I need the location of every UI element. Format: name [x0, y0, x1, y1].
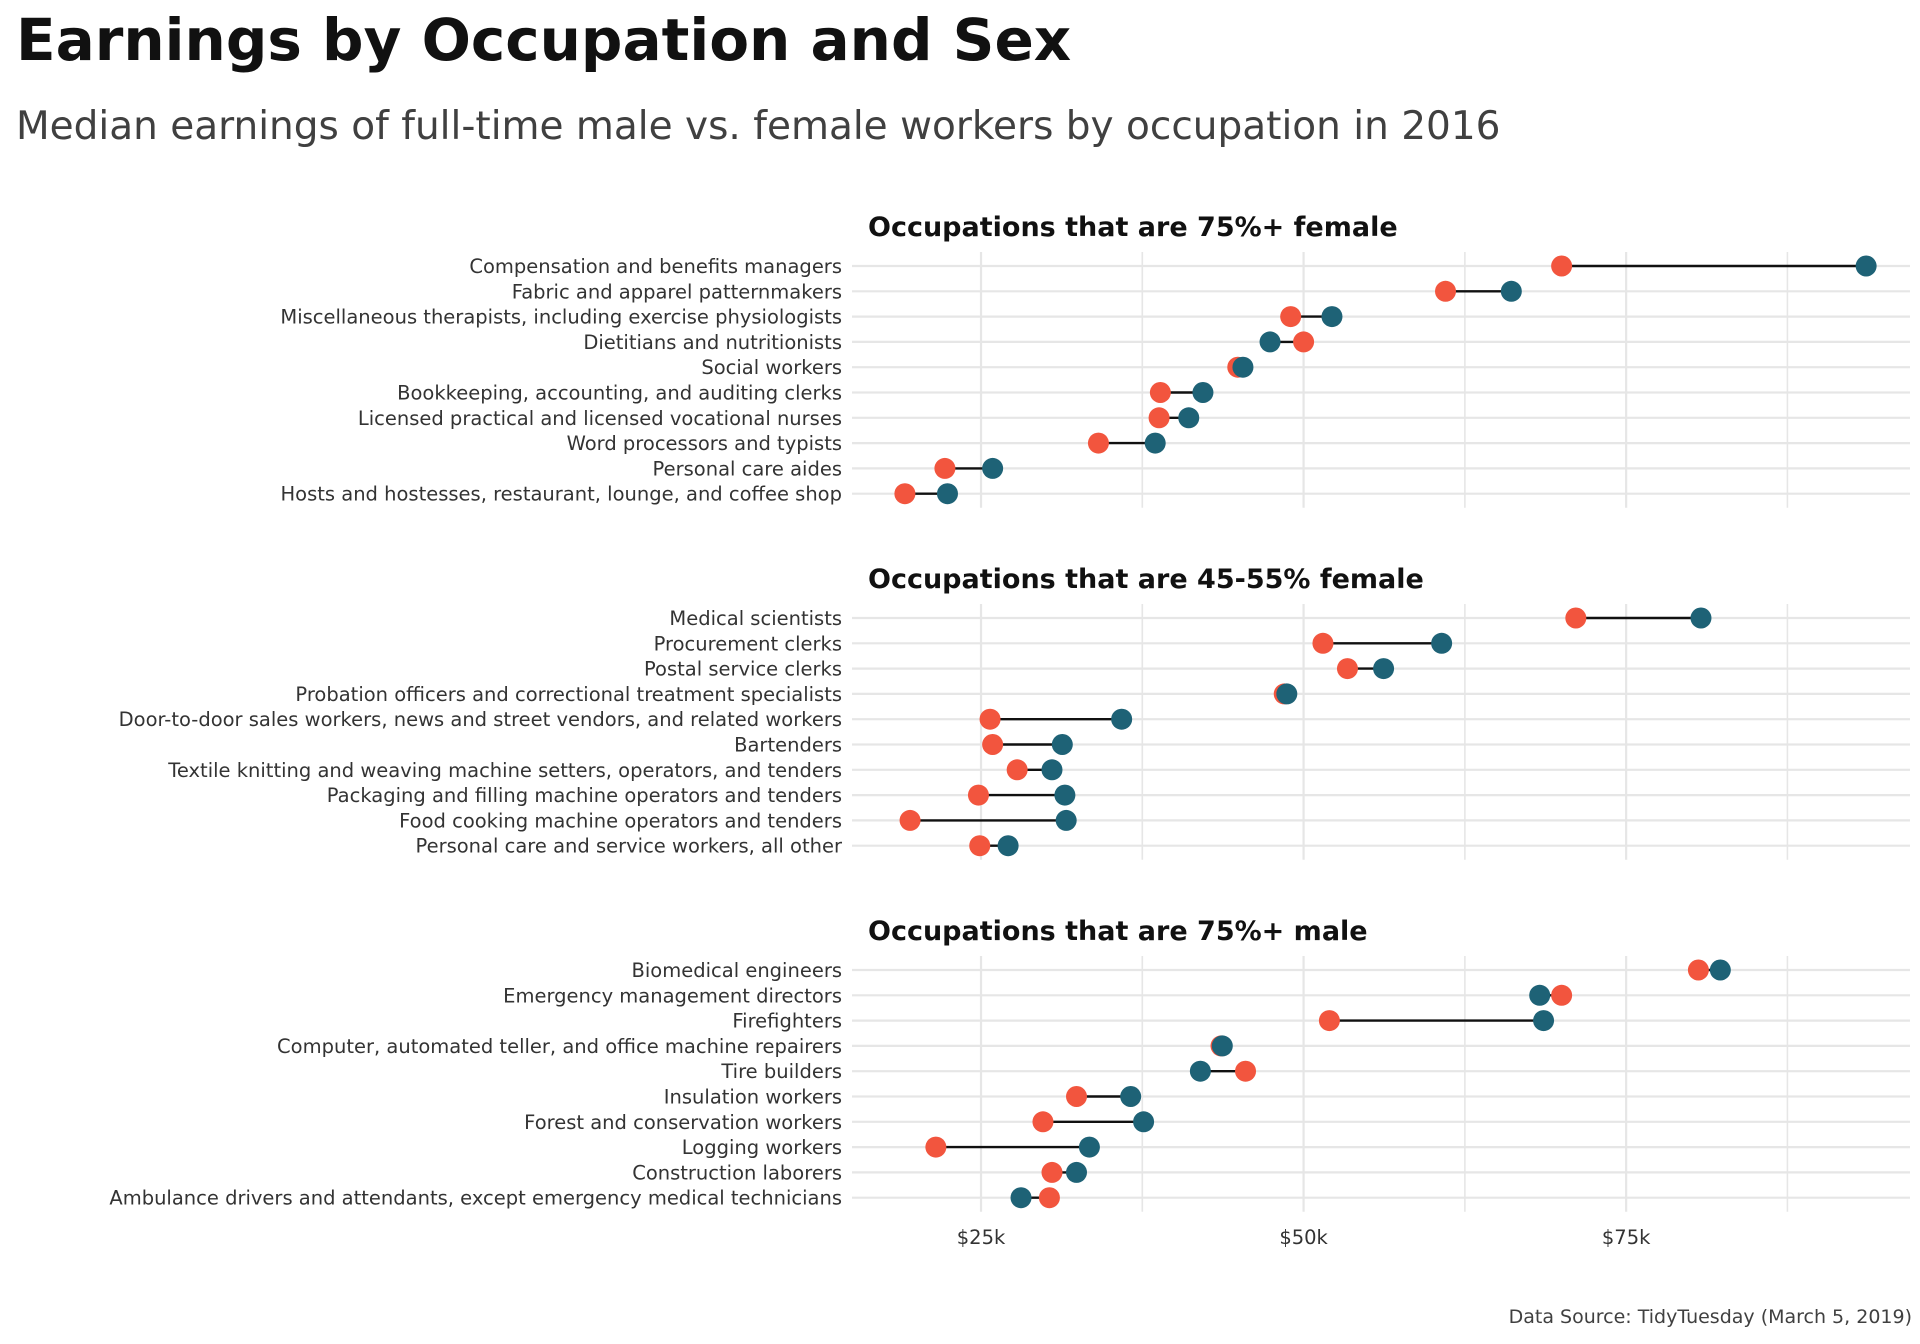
female-earnings-point	[1435, 280, 1457, 302]
male-earnings-point	[1276, 683, 1298, 705]
female-earnings-point	[969, 835, 991, 857]
male-earnings-point	[1500, 280, 1522, 302]
female-earnings-point	[979, 708, 1001, 730]
male-earnings-point	[1709, 959, 1731, 981]
female-earnings-point	[1565, 607, 1587, 629]
female-earnings-point	[1041, 1161, 1063, 1183]
male-earnings-point	[936, 483, 958, 505]
female-earnings-point	[1687, 959, 1709, 981]
female-earnings-point	[1280, 306, 1302, 328]
male-earnings-point	[1120, 1086, 1142, 1107]
x-tick-label: $25k	[957, 1226, 1006, 1249]
occupation-label: Tire builders	[720, 1060, 842, 1083]
male-earnings-point	[1051, 734, 1073, 755]
male-earnings-point	[1041, 759, 1063, 781]
chart-title: Earnings by Occupation and Sex	[16, 6, 1072, 74]
male-earnings-point	[1431, 632, 1453, 654]
occupation-label: Compensation and benefits managers	[469, 255, 842, 278]
male-earnings-point	[1373, 658, 1395, 680]
data-source-caption: Data Source: TidyTuesday (March 5, 2019)	[1508, 1306, 1912, 1328]
male-earnings-point	[982, 457, 1004, 479]
male-earnings-point	[1054, 784, 1076, 806]
occupation-label: Postal service clerks	[644, 658, 842, 681]
male-earnings-point	[1189, 1060, 1211, 1082]
male-earnings-point	[1259, 331, 1281, 353]
occupation-label: Emergency management directors	[503, 984, 842, 1007]
male-earnings-point	[1066, 1161, 1088, 1183]
occupation-label: Miscellaneous therapists, including exer…	[280, 306, 842, 329]
female-earnings-point	[1318, 1010, 1340, 1032]
female-earnings-point	[925, 1136, 947, 1158]
occupation-label: Ambulance drivers and attendants, except…	[109, 1187, 842, 1210]
female-earnings-point	[1006, 759, 1028, 781]
panel-title: Occupations that are 75%+ female	[868, 212, 1398, 243]
female-earnings-point	[1032, 1111, 1054, 1133]
male-earnings-point	[1211, 1035, 1233, 1057]
female-earnings-point	[1551, 255, 1573, 277]
male-earnings-point	[1192, 382, 1214, 403]
occupation-label: Textile knitting and weaving machine set…	[167, 759, 842, 782]
female-earnings-point	[1551, 984, 1573, 1006]
female-earnings-point	[1336, 658, 1358, 680]
x-tick-label: $50k	[1279, 1226, 1328, 1249]
occupation-label: Firefighters	[732, 1010, 842, 1033]
occupation-label: Logging workers	[682, 1136, 842, 1159]
occupation-label: Probation officers and correctional trea…	[295, 683, 842, 706]
occupation-label: Forest and conservation workers	[524, 1111, 842, 1134]
male-earnings-point	[1010, 1187, 1032, 1209]
female-earnings-point	[982, 734, 1004, 755]
female-earnings-point	[1293, 331, 1315, 353]
panel-title: Occupations that are 75%+ male	[868, 916, 1368, 947]
occupation-label: Bartenders	[734, 734, 842, 757]
occupation-label: Construction laborers	[632, 1161, 842, 1184]
male-earnings-point	[1855, 255, 1877, 277]
occupation-label: Procurement clerks	[654, 632, 842, 655]
x-tick-label: $75k	[1602, 1226, 1651, 1249]
occupation-label: Packaging and filling machine operators …	[327, 784, 842, 807]
female-earnings-point	[1312, 632, 1334, 654]
male-earnings-point	[1178, 407, 1200, 429]
male-earnings-point	[1321, 306, 1343, 328]
occupation-label: Food cooking machine operators and tende…	[399, 809, 842, 832]
male-earnings-point	[997, 835, 1019, 857]
female-earnings-point	[899, 809, 921, 831]
female-earnings-point	[1066, 1086, 1088, 1107]
panel-title: Occupations that are 45-55% female	[868, 564, 1424, 595]
male-earnings-point	[1133, 1111, 1155, 1133]
male-earnings-point	[1690, 607, 1712, 629]
female-earnings-point	[934, 457, 956, 479]
male-earnings-point	[1144, 432, 1166, 454]
male-earnings-point	[1232, 356, 1254, 378]
occupation-label: Insulation workers	[664, 1086, 842, 1109]
occupation-label: Door-to-door sales workers, news and str…	[119, 708, 842, 731]
occupation-label: Dietitians and nutritionists	[583, 331, 842, 354]
occupation-label: Hosts and hostesses, restaurant, lounge,…	[280, 483, 842, 506]
female-earnings-point	[894, 483, 916, 505]
occupation-label: Personal care aides	[653, 457, 842, 480]
occupation-label: Social workers	[701, 356, 842, 379]
male-earnings-point	[1111, 708, 1133, 730]
female-earnings-point	[1087, 432, 1109, 454]
occupation-label: Medical scientists	[669, 607, 842, 630]
female-earnings-point	[1235, 1060, 1257, 1082]
male-earnings-point	[1533, 1010, 1555, 1032]
occupation-label: Computer, automated teller, and office m…	[277, 1035, 842, 1058]
occupation-label: Bookkeeping, accounting, and auditing cl…	[397, 382, 842, 405]
occupation-label: Licensed practical and licensed vocation…	[358, 407, 842, 430]
chart-subtitle: Median earnings of full-time male vs. fe…	[16, 104, 1501, 149]
occupation-label: Personal care and service workers, all o…	[416, 835, 843, 858]
occupation-label: Fabric and apparel patternmakers	[512, 280, 842, 303]
female-earnings-point	[1149, 382, 1171, 403]
male-earnings-point	[1529, 984, 1551, 1006]
occupation-label: Biomedical engineers	[632, 959, 842, 982]
female-earnings-point	[1038, 1187, 1060, 1209]
female-earnings-point	[1148, 407, 1170, 429]
male-earnings-point	[1078, 1136, 1100, 1158]
male-earnings-point	[1055, 809, 1077, 831]
occupation-label: Word processors and typists	[567, 432, 842, 455]
female-earnings-point	[967, 784, 989, 806]
